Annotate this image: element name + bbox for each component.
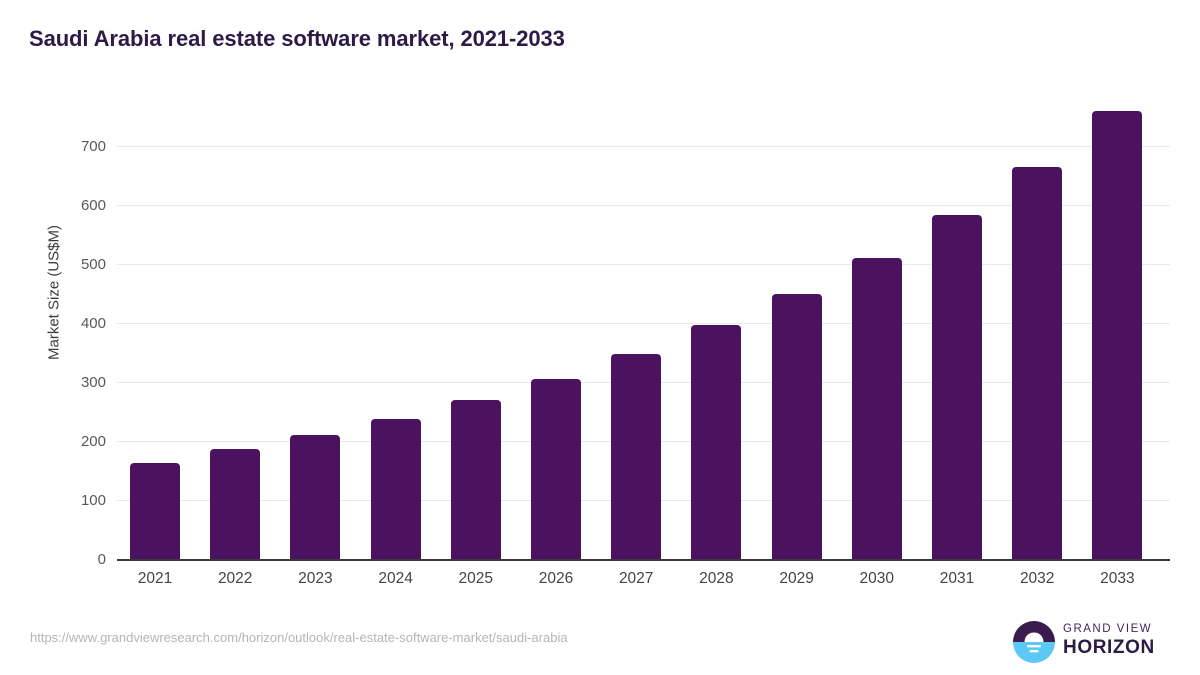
y-axis-tick-label: 0 xyxy=(97,551,106,568)
x-axis-tick-label: 2029 xyxy=(779,570,814,587)
gridline xyxy=(117,264,1170,265)
source-url[interactable]: https://www.grandviewresearch.com/horizo… xyxy=(30,630,568,645)
gridline xyxy=(117,205,1170,206)
x-axis-tick-label: 2030 xyxy=(859,570,895,587)
bar-2021[interactable] xyxy=(130,462,180,559)
bar-2022[interactable] xyxy=(210,448,261,559)
gridline xyxy=(117,323,1170,324)
bar-2033[interactable] xyxy=(1092,110,1143,559)
bar-2032[interactable] xyxy=(1012,166,1063,559)
bar-2029[interactable] xyxy=(771,293,822,559)
x-axis-tick-label: 2027 xyxy=(618,570,654,587)
x-axis-tick-label: 2021 xyxy=(137,570,173,587)
logo-text-grand-view: GRAND VIEW xyxy=(1063,623,1153,635)
y-axis-tick-label: 200 xyxy=(80,433,106,450)
horizon-circle-icon xyxy=(1013,621,1055,663)
x-axis-tick-label: 2028 xyxy=(699,570,734,587)
y-axis-tick-label: 700 xyxy=(80,138,106,155)
bar-2024[interactable] xyxy=(370,418,421,559)
x-axis-tick-label: 2031 xyxy=(939,570,975,587)
page-title: Saudi Arabia real estate software market… xyxy=(29,26,565,51)
x-axis-tick-label: 2023 xyxy=(298,570,333,587)
gridline xyxy=(117,146,1170,147)
bar-2030[interactable] xyxy=(851,257,902,559)
x-axis-tick-label: 2025 xyxy=(458,570,494,587)
bar-2026[interactable] xyxy=(531,379,581,559)
y-axis-tick-label: 300 xyxy=(80,374,106,391)
y-axis-tick-label: 600 xyxy=(80,197,106,214)
x-axis-tick-label: 2032 xyxy=(1019,570,1055,587)
x-axis-line xyxy=(117,559,1170,561)
y-axis-tick-label: 500 xyxy=(80,256,106,273)
x-axis-tick-label: 2022 xyxy=(217,570,253,587)
grand-view-horizon-logo: GRAND VIEW HORIZON xyxy=(1013,620,1173,664)
x-axis-tick-label: 2033 xyxy=(1100,570,1135,587)
y-axis-tick-label: 100 xyxy=(80,492,106,509)
y-axis-title: Market Size (US$M) xyxy=(45,224,63,361)
bar-2028[interactable] xyxy=(691,325,742,559)
logo-wordmark: GRAND VIEW HORIZON xyxy=(1063,622,1155,659)
x-axis-tick-label: 2026 xyxy=(538,570,574,587)
logo-text-horizon: HORIZON xyxy=(1063,637,1155,658)
bar-2031[interactable] xyxy=(932,215,982,559)
bar-2025[interactable] xyxy=(450,400,501,559)
bar-2027[interactable] xyxy=(611,353,662,559)
y-axis-tick-label: 400 xyxy=(80,315,106,332)
x-axis-tick-label: 2024 xyxy=(378,570,413,587)
bar-2023[interactable] xyxy=(290,434,341,559)
